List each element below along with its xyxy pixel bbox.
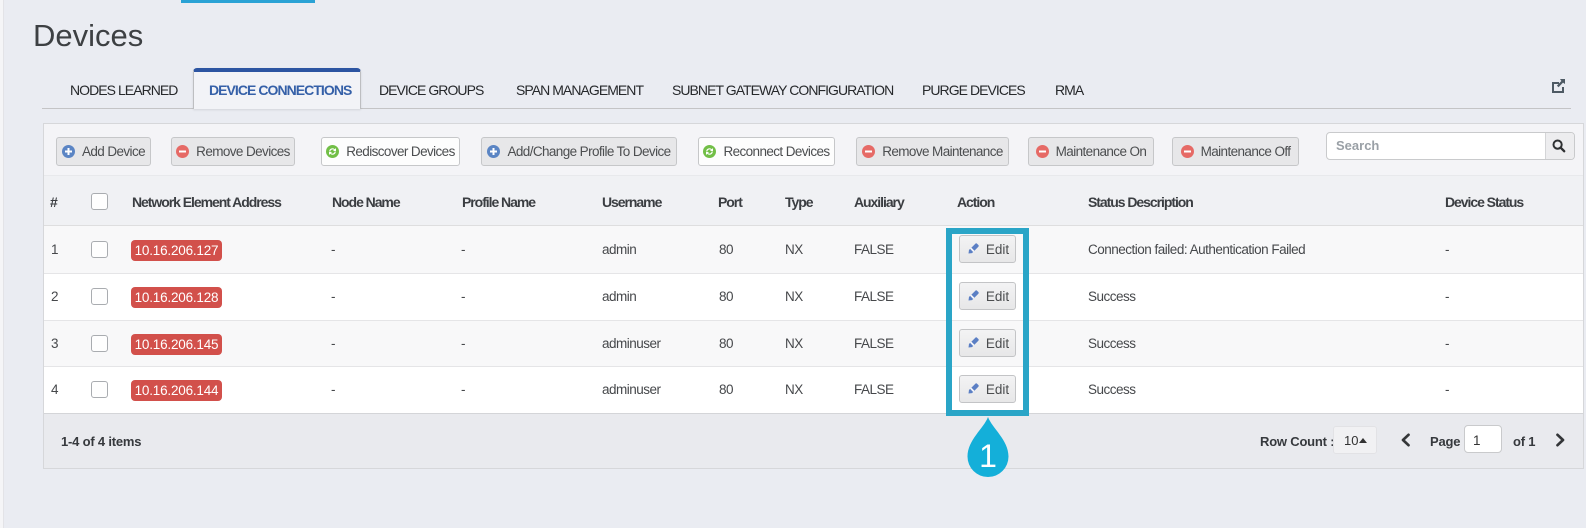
svg-text:1: 1	[979, 438, 997, 474]
